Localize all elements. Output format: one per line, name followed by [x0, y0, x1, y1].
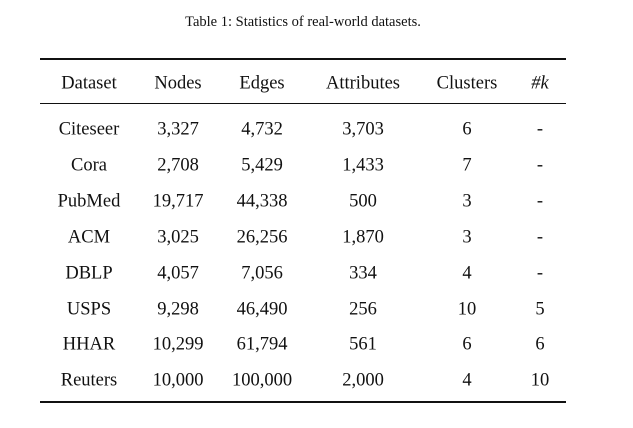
table-cell: 5,429 [241, 155, 283, 176]
table-cell: 100,000 [231, 370, 293, 391]
table-cell: Cora [71, 155, 107, 176]
table-cell: - [536, 119, 544, 140]
table-cell: 6 [462, 119, 472, 140]
table-cell: 561 [349, 334, 377, 355]
table-cell: 7 [462, 155, 472, 176]
table-cell: ACM [67, 227, 111, 248]
table-cell: 500 [349, 191, 377, 212]
table-cell: 9,298 [157, 299, 199, 319]
table-cell: 3,025 [157, 227, 199, 248]
bottom-rule [40, 401, 566, 403]
table-cell: 1,433 [342, 155, 384, 176]
header-cell: Nodes [154, 73, 202, 94]
table-cell: HHAR [62, 334, 116, 355]
table-cell: 6 [535, 334, 545, 355]
table-caption: Table 1: Statistics of real-world datase… [185, 14, 421, 30]
table-cell: 2,708 [157, 155, 199, 176]
header-cell: Clusters [436, 73, 498, 94]
mid-rule [40, 103, 566, 104]
table-cell: 5 [535, 299, 545, 319]
table-cell: 26,256 [236, 227, 288, 248]
table-cell: - [536, 191, 544, 212]
table-cell: 10 [457, 299, 477, 319]
table-cell: 3,703 [342, 119, 384, 140]
table-cell: 46,490 [236, 299, 288, 319]
table-cell: 334 [349, 263, 377, 284]
table-cell: - [536, 227, 544, 248]
table-cell: 10 [530, 370, 550, 391]
table-cell: 3 [462, 227, 472, 248]
header-cell: #k [531, 73, 549, 94]
table-cell: 2,000 [342, 370, 384, 391]
table-cell: 10,000 [152, 370, 204, 391]
table-cell: 7,056 [241, 263, 283, 284]
table-cell: DBLP [65, 263, 113, 284]
table-cell: 4 [462, 263, 472, 284]
table-cell: 3,327 [157, 119, 199, 140]
table-cell: Reuters [60, 370, 118, 391]
table-cell: PubMed [57, 191, 121, 212]
table-cell: 1,870 [342, 227, 384, 248]
table-cell: USPS [66, 299, 112, 319]
header-cell: Attributes [326, 73, 400, 94]
table-cell: 61,794 [236, 334, 288, 355]
header-cell: Dataset [61, 73, 117, 94]
table-cell: 10,299 [152, 334, 204, 355]
table-cell: Citeseer [58, 119, 120, 140]
table-cell: 3 [462, 191, 472, 212]
table-cell: 19,717 [152, 191, 204, 212]
top-rule [40, 58, 566, 60]
table-cell: 4,057 [157, 263, 199, 284]
table-cell: 44,338 [236, 191, 288, 212]
table-cell: 4 [462, 370, 472, 391]
header-cell: Edges [239, 73, 285, 94]
table-cell: - [536, 155, 544, 176]
table-cell: 4,732 [241, 119, 283, 140]
table-cell: 256 [349, 299, 377, 319]
table-cell: 6 [462, 334, 472, 355]
table-cell: - [536, 263, 544, 284]
